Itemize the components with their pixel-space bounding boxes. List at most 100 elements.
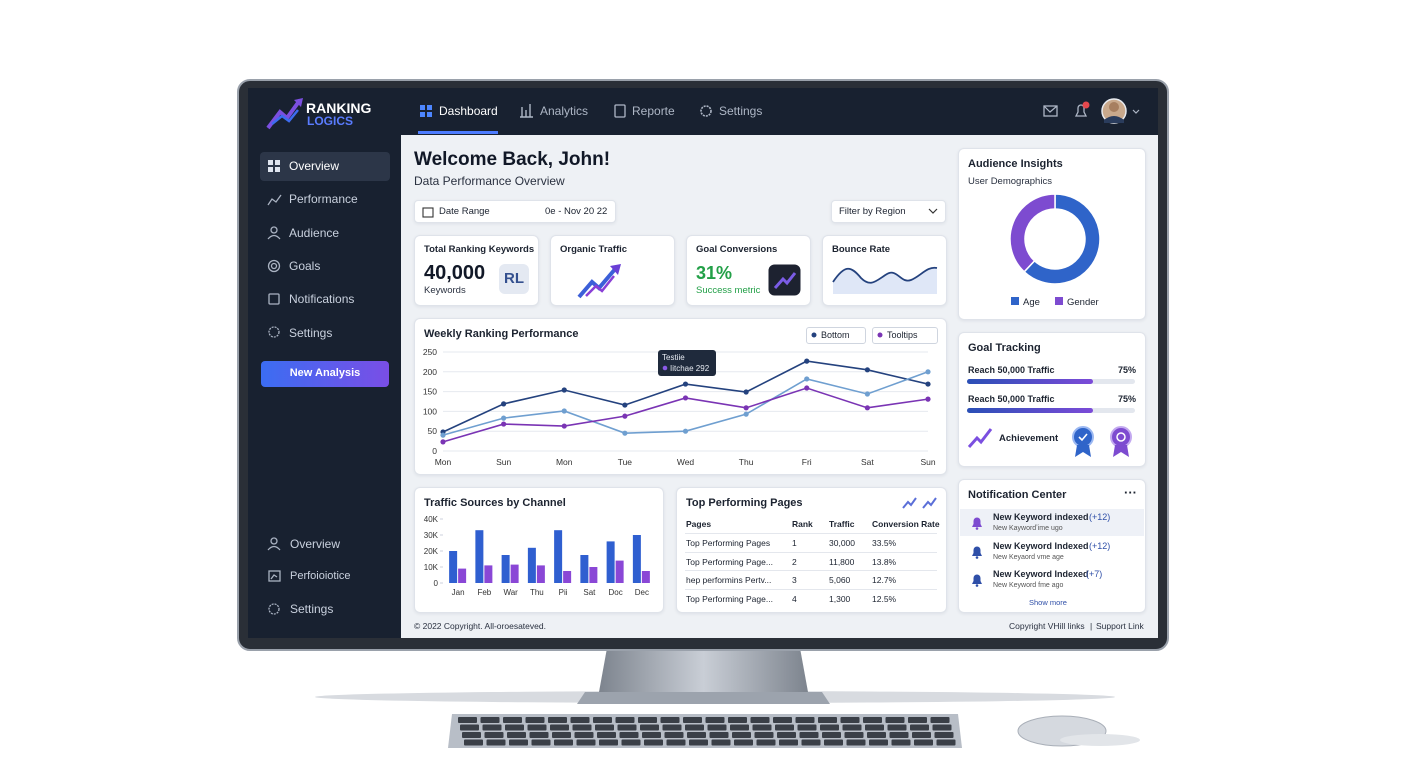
chart-title: Weekly Ranking Performance [424, 328, 579, 340]
icon [700, 105, 712, 117]
kpi-title: Goal Conversions [696, 244, 778, 255]
bell-icon [972, 574, 982, 587]
kpi-badge: RL [499, 264, 529, 294]
keys [458, 717, 956, 746]
key [730, 724, 749, 731]
chart-subtitle: User Demographics [968, 176, 1052, 187]
footer-right[interactable]: Copyright VHill links [1009, 621, 1085, 631]
bell-icon [972, 517, 982, 530]
key [462, 732, 481, 738]
key [685, 724, 704, 731]
sidebar-icons [267, 160, 282, 615]
kpi-title: Organic Traffic [560, 244, 628, 255]
key [527, 724, 547, 731]
chevron[interactable] [1132, 109, 1140, 114]
control[interactable]: Bottom [806, 327, 866, 344]
filter-label: Filter by Region [839, 206, 906, 217]
table-icons[interactable] [901, 495, 941, 511]
cell: 4 [792, 594, 797, 605]
key [863, 717, 882, 723]
icon [420, 112, 425, 117]
key [709, 732, 729, 738]
kpi-value: 40,000 [424, 262, 486, 284]
nav-item[interactable]: Dashboard [439, 104, 498, 118]
control[interactable]: Tooltips [872, 327, 938, 344]
kpi-card: Organic Traffic [550, 235, 675, 306]
notif-count: (+12) [1089, 512, 1111, 522]
avatar-body [1104, 116, 1124, 123]
cell: 30,000 [829, 538, 855, 548]
audience-card: Audience Insights User Demographics [958, 148, 1146, 320]
key [617, 724, 637, 731]
brand-line1: RANKING [306, 100, 372, 116]
badge [1082, 101, 1090, 109]
menu[interactable]: ··· [1124, 485, 1137, 500]
row-divider [685, 589, 937, 591]
sidebar-item[interactable]: Settings [290, 602, 334, 616]
sidebar-item[interactable]: Settings [289, 326, 333, 340]
key [912, 732, 931, 738]
key [484, 732, 504, 738]
sidebar-item[interactable]: Goals [289, 259, 321, 273]
key [644, 739, 663, 746]
key [550, 724, 569, 731]
notif-title: New Keyword indexed [993, 512, 1089, 522]
key [507, 732, 526, 738]
sidebar-item[interactable]: Audience [289, 226, 340, 240]
footer-support[interactable]: Support Link [1096, 621, 1144, 631]
key [503, 717, 522, 723]
kpi-unit: Keywords [424, 285, 466, 296]
cell: Top Performing Pages [686, 538, 771, 548]
key [593, 717, 612, 723]
row-divider [685, 533, 937, 534]
nav-item[interactable]: Settings [719, 104, 763, 118]
chart-title: Audience Insights [968, 158, 1063, 170]
key [822, 732, 841, 738]
cell: 12.5% [872, 594, 897, 605]
key [885, 717, 905, 723]
achievement: Achievement [999, 433, 1059, 444]
key [818, 717, 837, 723]
traffic-icon [577, 264, 621, 299]
sidebar-item[interactable]: Performance [289, 192, 358, 206]
sidebar-item[interactable]: Notifications [289, 292, 355, 306]
date-value: 0e - Nov 20 22 [545, 206, 608, 217]
show-more[interactable]: Show more [1029, 598, 1067, 607]
key [482, 724, 502, 731]
key [824, 739, 843, 746]
cell: 2 [792, 556, 797, 567]
nav-item[interactable]: Reporte [632, 104, 675, 118]
button-label[interactable]: New Analysis [289, 367, 361, 379]
new-analysis-button[interactable] [261, 361, 389, 387]
key [801, 739, 821, 746]
sidebar-item[interactable]: Overview [289, 159, 340, 173]
weekly-card: Weekly Ranking Performance Bottom Toolti… [414, 318, 947, 475]
key [891, 739, 911, 746]
key [732, 732, 751, 738]
logo-arrow [266, 98, 302, 130]
key [914, 739, 933, 746]
key [662, 724, 682, 731]
key [529, 732, 549, 738]
region-filter[interactable]: Filter by Region [831, 200, 946, 223]
date-range[interactable]: Date Range 0e - Nov 20 22 [414, 200, 616, 223]
bell-icon[interactable] [1074, 104, 1088, 117]
key [574, 732, 594, 738]
key [936, 739, 956, 746]
cell: Top Performing Page... [686, 594, 773, 605]
sidebar-item[interactable]: Perfoioiotice [290, 570, 351, 582]
icon[interactable] [1043, 105, 1058, 113]
chevron [928, 208, 938, 214]
key [867, 732, 886, 738]
row-divider [685, 551, 937, 553]
sidebar-item[interactable]: Overview [290, 537, 341, 551]
cell: hep performins Pertv... [686, 575, 772, 586]
stand-base [577, 692, 830, 704]
key [552, 732, 571, 738]
key [509, 739, 528, 746]
goal-value: 75% [1118, 365, 1137, 375]
key [664, 732, 684, 738]
nav-item[interactable]: Analytics [540, 104, 589, 118]
cell: 13.8% [872, 556, 897, 567]
kpi-title: Total Ranking Keywords [424, 244, 535, 255]
